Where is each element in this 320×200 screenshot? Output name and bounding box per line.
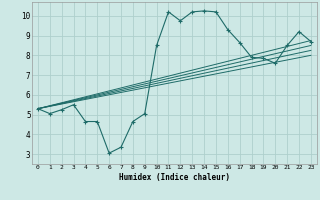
X-axis label: Humidex (Indice chaleur): Humidex (Indice chaleur) bbox=[119, 173, 230, 182]
